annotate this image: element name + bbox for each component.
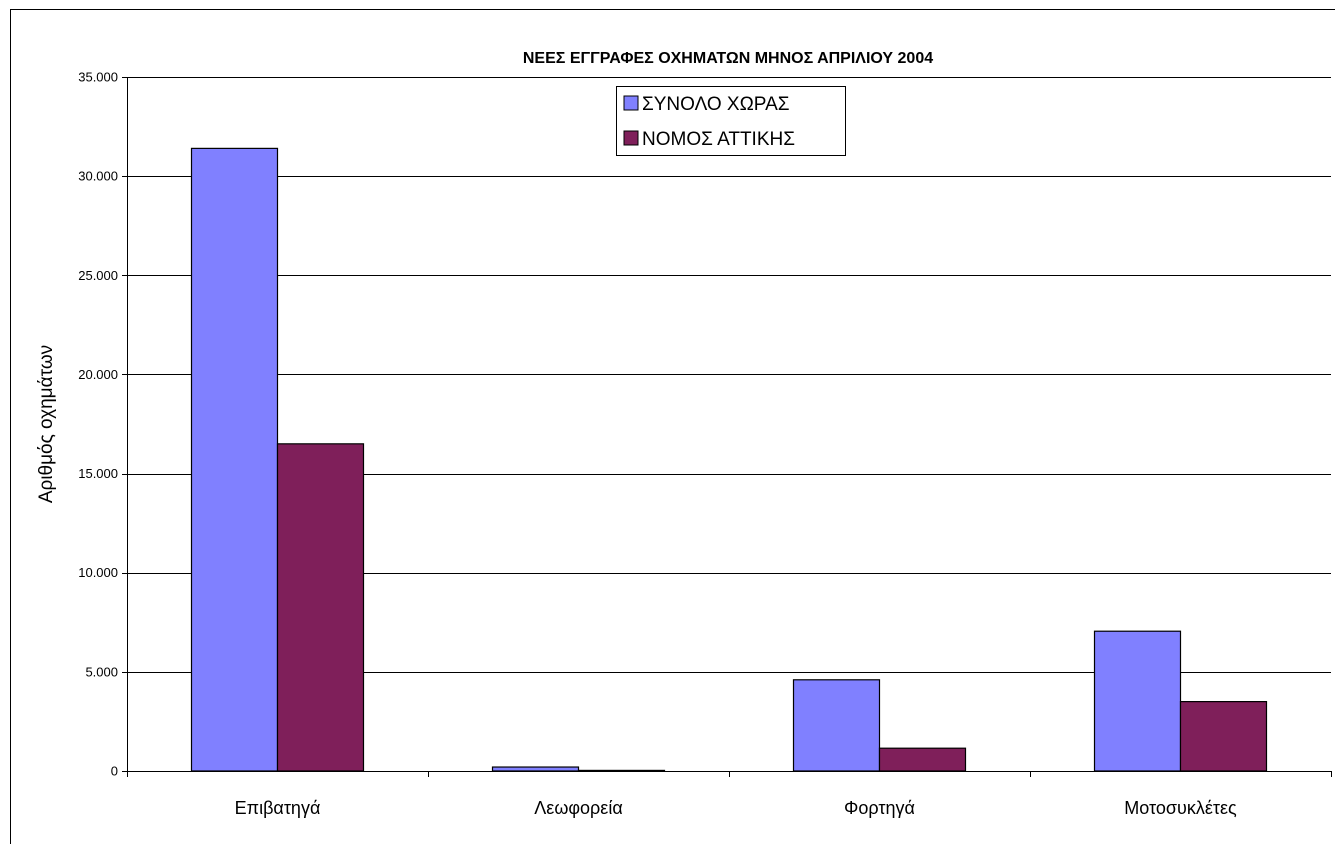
y-tick-label: 5.000 <box>85 664 118 679</box>
legend-swatch-2 <box>624 131 638 145</box>
x-tick-label: Επιβατηγά <box>235 798 321 818</box>
bar-2-3 <box>880 748 966 771</box>
x-tick-label: Μοτοσυκλέτες <box>1124 798 1237 818</box>
legend: ΣΥΝΟΛΟ ΧΩΡΑΣ ΝΟΜΟΣ ΑΤΤΙΚΗΣ <box>617 87 846 156</box>
y-tick-label: 20.000 <box>78 367 118 382</box>
y-tick-label: 10.000 <box>78 565 118 580</box>
x-tick-label: Φορτηγά <box>844 798 915 818</box>
y-tick-label: 25.000 <box>78 268 118 283</box>
y-tick-label: 30.000 <box>78 169 118 184</box>
bar-2-1 <box>278 444 364 771</box>
y-tick-label: 0 <box>111 764 118 779</box>
x-tick-label: Λεωφορεία <box>534 798 622 818</box>
legend-label-1: ΣΥΝΟΛΟ ΧΩΡΑΣ <box>642 94 789 115</box>
y-tick-label: 35.000 <box>78 70 118 85</box>
bar-1-2 <box>493 767 579 771</box>
chart-title: ΝΕΕΣ ΕΓΓΡΑΦΕΣ ΟΧΗΜΑΤΩΝ ΜΗΝΟΣ ΑΠΡΙΛΙΟΥ 20… <box>523 50 933 67</box>
bar-1-3 <box>794 680 880 771</box>
bar-2-4 <box>1181 702 1267 771</box>
bar-1-1 <box>192 148 278 771</box>
legend-label-2: ΝΟΜΟΣ ΑΤΤΙΚΗΣ <box>642 129 795 150</box>
legend-swatch-1 <box>624 96 638 110</box>
bar-2-2 <box>579 770 665 771</box>
y-axis-label: Αριθμός οχημάτων <box>36 345 57 503</box>
y-tick-label: 15.000 <box>78 466 118 481</box>
bar-1-4 <box>1095 631 1181 771</box>
